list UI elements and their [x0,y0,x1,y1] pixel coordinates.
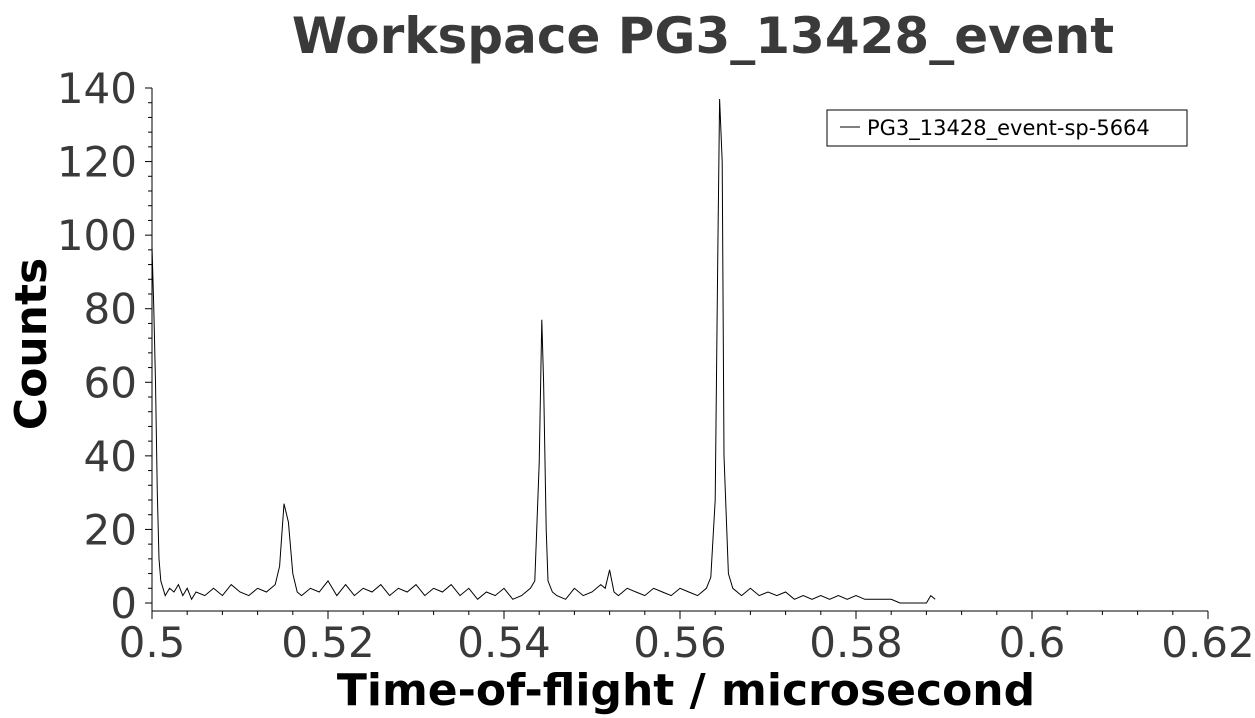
x-tick-label: 0.54 [457,618,551,667]
x-axis: 0.5 0.52 0.54 0.56 0.58 0.6 0.62 [119,611,1255,667]
x-tick-group: 0.5 0.52 0.54 0.56 0.58 0.6 0.62 [119,611,1255,667]
series-line [152,99,935,603]
x-tick-label: 0.5 [119,618,186,667]
series-layer [152,99,935,603]
y-tick-label: 100 [57,211,137,260]
y-tick-label: 120 [57,138,137,187]
y-tick-label: 60 [84,358,137,407]
x-tick-label: 0.56 [633,618,727,667]
y-tick-label: 80 [84,285,137,334]
y-axis-label: Counts [6,258,57,430]
x-tick-label: 0.62 [1161,618,1255,667]
x-axis-label: Time-of-flight / microsecond [337,665,1035,716]
chart-title: Workspace PG3_13428_event [292,7,1114,65]
y-tick-label: 20 [84,505,137,554]
legend: PG3_13428_event-sp-5664 [827,110,1187,146]
y-tick-label: 40 [84,432,137,481]
x-tick-label: 0.6 [999,618,1066,667]
x-tick-label: 0.52 [281,618,375,667]
x-tick-label: 0.58 [809,618,903,667]
legend-entry: PG3_13428_event-sp-5664 [867,116,1150,141]
y-tick-label: 140 [57,64,137,113]
